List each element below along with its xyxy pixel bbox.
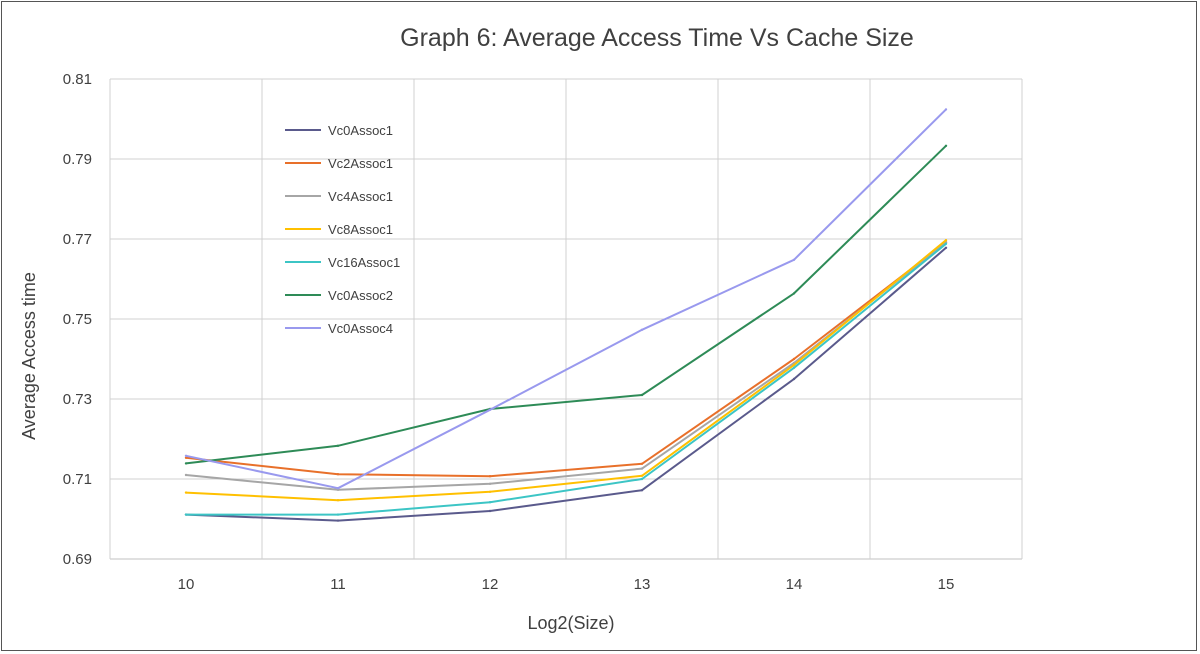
data-point: [336, 473, 340, 476]
legend: Vc0Assoc1 Vc2Assoc1 Vc4Assoc1 Vc8Assoc1 Vc16…: [285, 123, 400, 336]
x-tick-label: 14: [786, 576, 803, 593]
legend-label: Vc0Assoc4: [328, 321, 393, 336]
data-point: [488, 408, 492, 411]
legend-label: Vc0Assoc2: [328, 288, 393, 303]
data-point: [792, 363, 796, 367]
y-tick-label: 0.79: [63, 151, 92, 168]
y-tick-labels: 0.69 0.71 0.73 0.75 0.77 0.79 0.81: [63, 71, 92, 568]
data-point: [792, 377, 796, 381]
legend-label: Vc0Assoc1: [328, 123, 393, 138]
data-point: [488, 501, 492, 504]
x-tick-labels: 10 11 12 13 14 15: [178, 576, 955, 593]
data-point: [640, 467, 644, 470]
legend-label: Vc16Assoc1: [328, 255, 400, 270]
data-point: [640, 462, 644, 465]
gridlines: [109, 78, 1023, 560]
series-line-vc4assoc1: [185, 241, 947, 491]
data-point: [336, 444, 340, 447]
x-axis-title: Log2(Size): [527, 613, 614, 633]
data-point: [336, 513, 340, 516]
data-point: [184, 454, 188, 457]
legend-label: Vc8Assoc1: [328, 222, 393, 237]
data-point: [944, 144, 948, 147]
series-line-vc0assoc4: [185, 108, 947, 490]
data-point: [944, 239, 948, 242]
series-lines: [184, 108, 948, 522]
data-point: [640, 393, 644, 397]
series-line-vc2assoc1: [185, 241, 947, 478]
y-tick-label: 0.69: [63, 551, 92, 568]
legend-label: Vc4Assoc1: [328, 189, 393, 204]
x-tick-label: 12: [482, 576, 499, 593]
data-point: [488, 490, 492, 493]
data-point: [944, 242, 948, 245]
data-point: [184, 473, 188, 477]
data-point: [640, 477, 644, 481]
x-tick-label: 10: [178, 576, 195, 593]
data-point: [184, 462, 188, 465]
data-point: [336, 519, 340, 522]
data-point: [184, 513, 188, 516]
data-point: [640, 474, 644, 477]
y-tick-label: 0.73: [63, 391, 92, 408]
data-point: [640, 489, 644, 492]
y-tick-label: 0.71: [63, 471, 92, 488]
y-axis-title: Average Access time: [19, 272, 39, 440]
y-tick-label: 0.77: [63, 231, 92, 248]
data-point: [488, 509, 492, 513]
x-tick-label: 15: [938, 576, 955, 593]
data-point: [488, 475, 492, 478]
series-line-vc16assoc1: [186, 243, 947, 516]
series-line-vc8assoc1: [185, 239, 947, 502]
series-line-vc0assoc1: [185, 247, 947, 522]
x-tick-label: 13: [634, 576, 651, 593]
data-point: [792, 366, 796, 369]
data-point: [640, 328, 644, 331]
data-point: [792, 292, 796, 295]
data-point: [336, 487, 340, 490]
y-tick-label: 0.75: [63, 311, 92, 328]
chart-title: Graph 6: Average Access Time Vs Cache Si…: [400, 24, 914, 52]
x-tick-label: 11: [330, 576, 346, 593]
data-point: [184, 456, 188, 459]
data-point: [944, 246, 948, 249]
y-tick-label: 0.81: [63, 71, 92, 88]
data-point: [184, 491, 188, 494]
data-point: [792, 357, 796, 361]
data-point: [944, 108, 948, 111]
series-line-vc0assoc2: [185, 145, 947, 465]
data-point: [792, 258, 796, 261]
data-point: [336, 499, 340, 502]
legend-label: Vc2Assoc1: [328, 156, 393, 171]
data-point: [488, 482, 492, 485]
